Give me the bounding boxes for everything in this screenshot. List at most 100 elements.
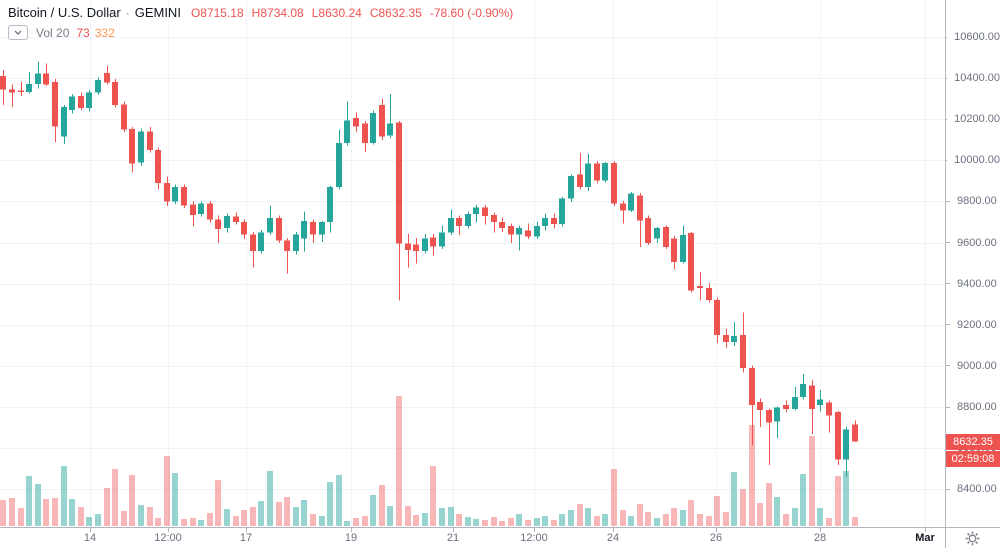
candle <box>843 427 849 477</box>
candle <box>422 233 428 254</box>
volume-bar <box>344 521 350 526</box>
candle <box>241 219 247 239</box>
candle-body <box>568 175 574 199</box>
volume-bar <box>508 518 514 526</box>
candle-body <box>413 244 419 251</box>
close-label: C <box>369 6 379 20</box>
volume-bar <box>112 469 118 526</box>
candle-body <box>387 123 393 136</box>
candle <box>688 231 694 293</box>
candle <box>473 205 479 223</box>
time-axis-label: 14 <box>83 532 97 544</box>
candle-wick <box>390 94 391 139</box>
volume-bar <box>18 508 24 526</box>
volume-bar <box>697 514 703 526</box>
gear-icon[interactable] <box>963 529 981 547</box>
volume-bar <box>336 475 342 526</box>
candle-body <box>370 113 376 143</box>
symbol-title[interactable]: Bitcoin / U.S. Dollar <box>8 5 121 20</box>
volume-bar <box>104 488 110 526</box>
chart-canvas[interactable] <box>0 0 946 527</box>
exchange-name[interactable]: GEMINI <box>134 5 181 20</box>
candle-wick <box>623 201 624 224</box>
candle <box>482 205 488 225</box>
volume-bar <box>559 514 565 526</box>
candle <box>697 272 703 301</box>
candle <box>645 215 651 246</box>
low-label: L <box>311 6 319 20</box>
volume-bar <box>611 469 617 526</box>
candles <box>0 61 858 477</box>
price-axis-border <box>945 0 946 548</box>
volume-bar <box>491 517 497 526</box>
volume-bar <box>585 508 591 526</box>
candle-body <box>241 222 247 235</box>
volume-bar <box>86 517 92 526</box>
volume-bar <box>602 514 608 526</box>
price-axis-label: 8800.00 <box>946 400 1000 414</box>
price-axis-label: 9000.00 <box>946 359 1000 373</box>
volume-bar <box>534 518 540 526</box>
candle <box>671 236 677 270</box>
price-axis-label: 10400.00 <box>946 71 1000 85</box>
candle-body <box>147 131 153 151</box>
time-axis-tick <box>534 528 535 532</box>
volume-bar <box>181 519 187 526</box>
time-axis-label: 17 <box>239 532 253 544</box>
indicator-collapse-button[interactable] <box>8 25 28 40</box>
volume-bar <box>749 425 755 526</box>
candle-body <box>69 96 75 110</box>
volume-bar <box>413 515 419 526</box>
volume-bar <box>783 514 789 526</box>
volume-bar <box>439 508 445 526</box>
candle <box>370 110 376 145</box>
volume-bar <box>95 514 101 526</box>
candle <box>542 213 548 231</box>
time-axis-label: 12:00 <box>520 532 548 544</box>
candle <box>181 184 187 209</box>
time-axis[interactable]: 14 12:00 17 19 21 12:00 24 26 28 Mar <box>0 528 946 548</box>
candle <box>568 174 574 202</box>
time-axis-tick <box>351 528 352 532</box>
candle-body <box>430 237 436 247</box>
candle <box>52 78 58 142</box>
candle <box>792 387 798 411</box>
candle-body <box>499 222 505 229</box>
volume-bar <box>9 498 15 526</box>
candle-body <box>473 207 479 214</box>
candle <box>835 410 841 466</box>
volume-bar <box>714 496 720 526</box>
candle-wick <box>29 71 30 94</box>
candle-body <box>594 163 600 181</box>
candle-body <box>198 203 204 214</box>
price-axis[interactable]: 8632.35 02:59:08 8400.008600.008800.0090… <box>946 0 1000 527</box>
volume-bar <box>671 508 677 526</box>
candle-body <box>301 221 307 239</box>
candle-wick <box>519 225 520 251</box>
candle <box>663 225 669 250</box>
volume-bar <box>293 507 299 526</box>
candle-body <box>319 222 325 235</box>
low-value: 8630.24 <box>318 6 362 20</box>
candle-wick <box>476 205 477 223</box>
candle-body <box>783 405 789 410</box>
candle <box>26 71 32 94</box>
volume-bar <box>637 504 643 526</box>
candle-body <box>250 234 256 251</box>
volume-bar <box>809 436 815 526</box>
time-axis-tick <box>613 528 614 532</box>
candle-body <box>43 73 49 85</box>
volume-bar <box>757 503 763 526</box>
time-axis-label: 26 <box>709 532 723 544</box>
candle-body <box>138 131 144 163</box>
candle <box>852 420 858 442</box>
candle-body <box>749 368 755 406</box>
candle-wick <box>769 408 770 466</box>
candle-body <box>396 122 402 244</box>
candle-body <box>456 217 462 227</box>
candle <box>344 101 350 146</box>
candle <box>276 215 282 244</box>
price-axis-label: 9800.00 <box>946 194 1000 208</box>
volume-indicator-label[interactable]: Vol 20 <box>36 25 70 40</box>
candle-body <box>482 207 488 216</box>
